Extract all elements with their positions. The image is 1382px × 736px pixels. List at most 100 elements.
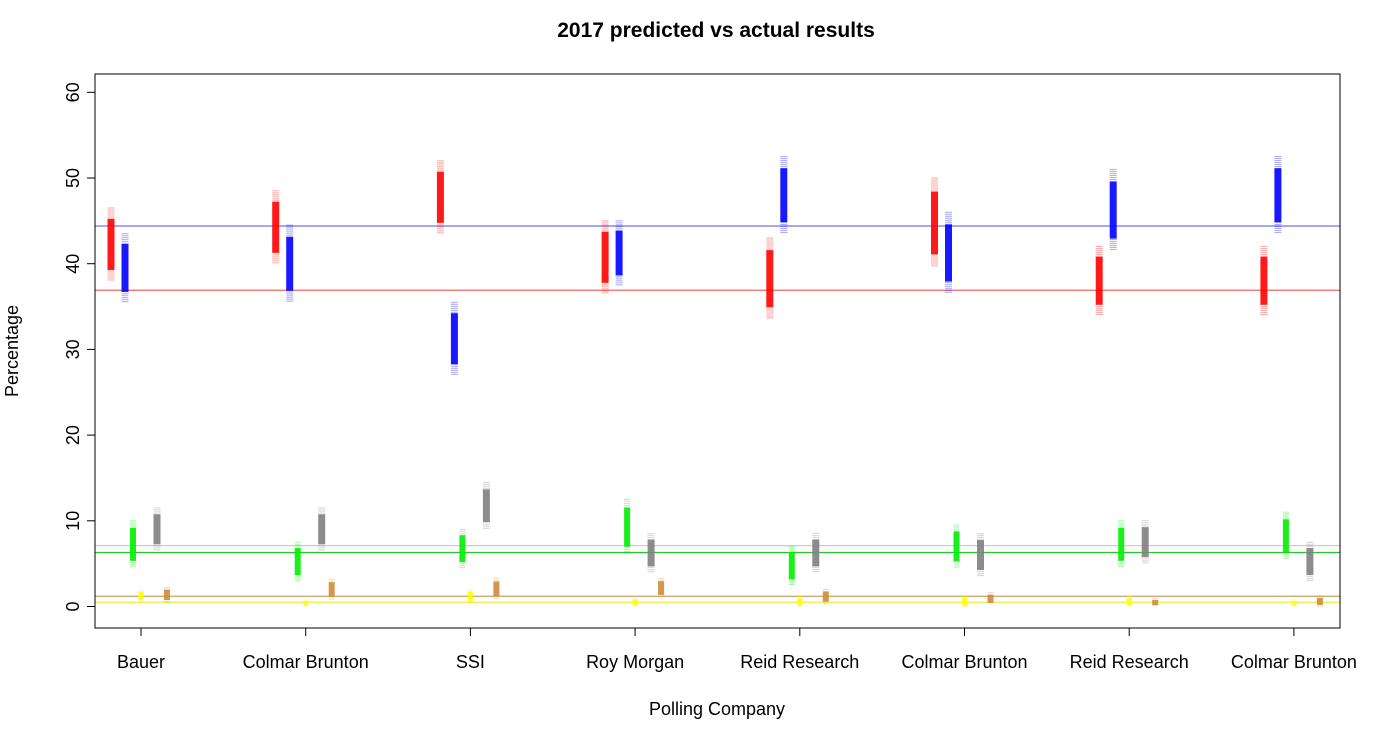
data-mark bbox=[286, 224, 294, 302]
data-mark bbox=[1126, 595, 1132, 607]
data-mark bbox=[1095, 246, 1103, 316]
data-mark bbox=[272, 190, 280, 264]
data-mark bbox=[1118, 520, 1125, 568]
data-mark-core bbox=[1316, 597, 1323, 605]
data-mark-core bbox=[482, 489, 490, 523]
x-tick-label: Bauer bbox=[117, 652, 165, 672]
data-mark-core bbox=[647, 539, 655, 567]
data-mark-core bbox=[1095, 256, 1103, 305]
x-tick-label: Reid Research bbox=[1070, 652, 1189, 672]
data-mark-core bbox=[945, 224, 952, 282]
x-axis-label: Polling Company bbox=[649, 699, 785, 719]
data-mark-core bbox=[977, 540, 984, 571]
data-mark bbox=[1152, 598, 1159, 606]
data-mark bbox=[467, 588, 473, 604]
data-mark bbox=[624, 498, 631, 554]
data-mark-core bbox=[797, 597, 803, 605]
data-mark bbox=[797, 595, 803, 607]
y-tick-label: 10 bbox=[63, 511, 83, 531]
chart-title: 2017 predicted vs actual results bbox=[557, 19, 875, 42]
data-mark bbox=[1282, 511, 1289, 559]
data-mark-core bbox=[1282, 519, 1289, 553]
data-mark bbox=[1316, 595, 1323, 607]
data-mark-core bbox=[493, 581, 500, 597]
data-mark-core bbox=[615, 230, 623, 276]
data-mark bbox=[658, 577, 665, 597]
data-mark-core bbox=[953, 531, 960, 562]
data-mark bbox=[647, 533, 655, 573]
data-mark-core bbox=[1274, 168, 1282, 223]
data-mark bbox=[294, 541, 301, 581]
data-mark-core bbox=[788, 552, 795, 580]
data-mark-core bbox=[766, 250, 774, 308]
data-mark-core bbox=[987, 594, 994, 603]
data-mark bbox=[822, 588, 829, 604]
data-mark-core bbox=[658, 581, 665, 595]
data-mark bbox=[493, 577, 500, 599]
data-mark-core bbox=[1306, 548, 1314, 576]
y-axis: 0 10 20 30 40 50 60 bbox=[63, 82, 96, 612]
data-mark bbox=[303, 599, 309, 607]
data-mark bbox=[318, 507, 326, 551]
x-tick-label: SSI bbox=[456, 652, 485, 672]
data-mark-core bbox=[328, 582, 335, 597]
x-tick-label: Roy Morgan bbox=[586, 652, 684, 672]
data-mark bbox=[632, 597, 638, 607]
x-tick-label: Colmar Brunton bbox=[901, 652, 1027, 672]
data-mark-core bbox=[318, 514, 326, 545]
data-mark-core bbox=[812, 539, 820, 567]
data-mark bbox=[812, 533, 820, 573]
data-mark-core bbox=[450, 313, 458, 365]
data-mark bbox=[121, 233, 129, 303]
reference-lines bbox=[95, 225, 1340, 603]
data-mark-core bbox=[130, 527, 136, 561]
x-tick-label: Colmar Brunton bbox=[243, 652, 369, 672]
plot-frame bbox=[94, 73, 1341, 629]
data-mark bbox=[153, 507, 161, 551]
data-mark-core bbox=[138, 591, 144, 601]
data-mark-core bbox=[1141, 527, 1149, 558]
data-mark bbox=[138, 588, 144, 602]
data-mark bbox=[482, 481, 490, 529]
data-mark bbox=[987, 592, 994, 603]
x-tick-label: Reid Research bbox=[740, 652, 859, 672]
data-mark bbox=[962, 595, 967, 607]
data-mark bbox=[1291, 599, 1297, 607]
data-mark bbox=[766, 237, 774, 319]
data-mark-core bbox=[303, 600, 309, 606]
data-mark-core bbox=[780, 168, 788, 223]
data-mark-core bbox=[1126, 597, 1132, 605]
data-mark bbox=[450, 301, 458, 375]
data-mark-core bbox=[962, 597, 967, 605]
data-mark bbox=[931, 177, 938, 267]
data-mark bbox=[164, 587, 170, 603]
y-tick-label: 50 bbox=[63, 168, 83, 188]
data-mark bbox=[1141, 520, 1149, 564]
y-tick-label: 60 bbox=[63, 82, 83, 102]
data-mark-core bbox=[1152, 599, 1159, 606]
data-mark-core bbox=[1118, 527, 1125, 561]
data-mark-core bbox=[459, 535, 466, 563]
data-mark-core bbox=[436, 171, 444, 223]
data-mark bbox=[615, 220, 623, 286]
data-mark bbox=[788, 546, 795, 586]
data-mark bbox=[977, 533, 984, 577]
data-mark-core bbox=[153, 514, 161, 545]
x-axis: Bauer Colmar Brunton SSI Roy Morgan Reid Res… bbox=[117, 628, 1357, 672]
y-axis-label: Percentage bbox=[2, 305, 22, 397]
y-tick-label: 20 bbox=[63, 425, 83, 445]
data-mark bbox=[107, 207, 115, 281]
data-marks bbox=[107, 156, 1323, 607]
data-mark-core bbox=[1291, 600, 1297, 606]
data-mark bbox=[436, 160, 444, 234]
data-mark-core bbox=[1109, 181, 1117, 239]
data-mark bbox=[328, 578, 335, 600]
data-mark bbox=[780, 156, 788, 234]
y-tick-label: 0 bbox=[63, 601, 83, 611]
data-mark-core bbox=[601, 231, 609, 283]
data-mark-core bbox=[107, 218, 115, 270]
y-tick-label: 30 bbox=[63, 339, 83, 359]
data-mark bbox=[945, 211, 952, 293]
data-mark-core bbox=[286, 236, 294, 291]
